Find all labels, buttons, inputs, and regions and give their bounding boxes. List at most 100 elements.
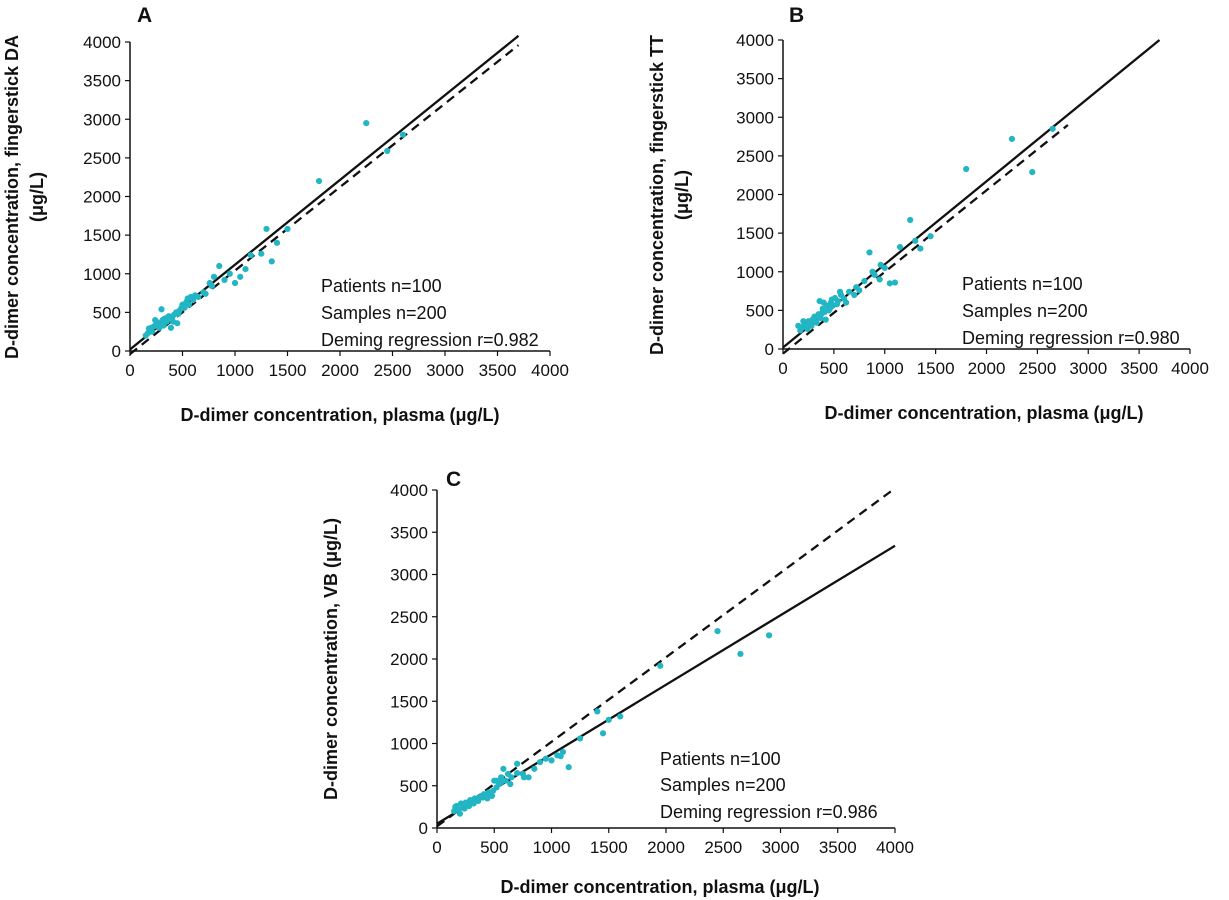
panel-a-y-tick-label: 1000 <box>83 265 121 284</box>
panel-b-xlabel: D-dimer concentration, plasma (μg/L) <box>824 403 1143 423</box>
panel-c-data-point <box>461 805 468 812</box>
panel-b-data-point <box>876 276 883 283</box>
panel-b-data-point <box>836 288 844 295</box>
panel-a-annot-regression: Deming regression r=0.982 <box>321 330 539 350</box>
panel-a-x-tick-label: 2500 <box>374 361 412 380</box>
panel-c-data-point <box>548 757 555 764</box>
panel-a-y-tick-label: 3500 <box>83 72 121 91</box>
panel-c-axes: 0 500 1000 1500 2000 2500 3000 3500 4000 0 500 1000… <box>390 481 914 857</box>
panel-b-data-point <box>886 280 893 287</box>
panel-b-annot-patients: Patients n=100 <box>962 274 1083 294</box>
panel-c-x-tick-label: 3000 <box>762 838 800 857</box>
panel-b-data-point <box>1049 125 1056 132</box>
panel-a-x-tick-label: 4000 <box>531 361 569 380</box>
panel-c-data-point <box>565 764 572 771</box>
panel-b-data-point <box>851 291 858 299</box>
panel-a-data-point <box>399 131 407 138</box>
panel-a-data-point <box>145 325 152 332</box>
panel-b: 0 500 1000 1500 2000 2500 3000 3500 4000 0 500 1000… <box>647 4 1209 423</box>
panel-b-data-point <box>800 318 807 325</box>
panel-b-y-tick-label: 1000 <box>736 263 774 282</box>
panel-a-data-point <box>184 295 191 302</box>
panel-b-y-tick-label: 1500 <box>736 224 774 243</box>
panel-a-data-point <box>237 273 244 280</box>
panel-b-data-point <box>798 325 805 332</box>
panel-a: 0 500 1000 1500 2000 2500 3000 3500 4000 0 500 1000… <box>2 4 569 425</box>
panel-c-x-tick-label: 1500 <box>590 838 628 857</box>
panel-b-x-tick-label: 2000 <box>968 359 1006 378</box>
panel-b-points <box>795 125 1056 334</box>
panel-c-points <box>451 628 773 817</box>
panel-a-x-tick-label: 0 <box>125 361 134 380</box>
panel-c-data-point <box>470 800 477 807</box>
panel-a-data-point <box>155 320 162 327</box>
panel-a-data-point <box>185 301 192 308</box>
panel-c-data-point <box>498 779 505 786</box>
panel-a-data-point <box>384 147 391 155</box>
panel-b-ylabel-line1: D-dimer concentration, fingerstick TT <box>647 35 667 355</box>
panel-b-data-point <box>869 268 876 275</box>
panel-c-x-tick-label: 2000 <box>647 838 685 857</box>
panel-a-data-point <box>284 225 291 233</box>
panel-b-x-tick-label: 0 <box>778 359 787 378</box>
panel-c-data-point <box>525 774 532 781</box>
panel-c-data-point <box>594 708 601 715</box>
panel-c-x-tick-label: 500 <box>480 838 508 857</box>
panel-b-data-point <box>842 299 850 306</box>
panel-c-data-point <box>617 713 624 720</box>
panel-b-data-point <box>833 301 841 308</box>
panel-a-data-point <box>247 252 254 259</box>
panel-b-data-point <box>822 316 829 323</box>
panel-a-y-tick-label: 1500 <box>83 226 121 245</box>
panel-b-data-point <box>812 316 819 323</box>
panel-a-y-tick-label: 500 <box>93 303 121 322</box>
panel-b-letter: B <box>789 4 804 27</box>
panel-c-annot-samples: Samples n=200 <box>660 775 786 795</box>
panel-b-ylabel-line2: (μg/L) <box>672 170 692 220</box>
panel-b-x-tick-label: 500 <box>820 359 848 378</box>
panel-a-data-point <box>258 250 265 257</box>
panel-a-xlabel: D-dimer concentration, plasma (μg/L) <box>180 405 499 425</box>
panel-a-y-tick-label: 4000 <box>83 33 121 52</box>
panel-c-data-point <box>536 758 544 766</box>
panel-b-y-tick-label: 3000 <box>736 108 774 127</box>
panel-a-data-point <box>167 324 175 331</box>
panel-c-identity-line <box>436 487 896 828</box>
panel-b-data-point <box>853 284 860 291</box>
panel-b-y-tick-label: 2500 <box>736 147 774 166</box>
panel-c-data-point <box>508 774 515 781</box>
panel-b-data-point <box>891 279 899 286</box>
panel-c-x-tick-label: 0 <box>432 838 441 857</box>
panel-c-xlabel: D-dimer concentration, plasma (μg/L) <box>500 877 819 897</box>
panel-c-y-tick-label: 1000 <box>390 735 428 754</box>
panel-b-data-point <box>818 310 825 317</box>
panel-a-data-point <box>189 296 197 304</box>
panel-b-data-point <box>907 216 914 224</box>
panel-c-y-tick-label: 3500 <box>390 523 428 542</box>
panel-c-data-point <box>737 650 744 658</box>
panel-a-data-point <box>208 283 215 290</box>
panel-b-y-tick-label: 0 <box>765 340 774 359</box>
panel-c-data-point <box>542 755 549 762</box>
panel-a-data-point <box>221 276 228 284</box>
panel-a-data-point <box>268 258 275 265</box>
panel-a-letter: A <box>137 4 152 27</box>
panel-b-data-point <box>912 237 919 244</box>
panel-b-axes: 0 500 1000 1500 2000 2500 3000 3500 4000 0 500 1000… <box>736 31 1209 378</box>
panel-a-annot-samples: Samples n=200 <box>321 303 447 323</box>
panel-b-x-tick-label: 2500 <box>1018 359 1056 378</box>
panel-c-x-tick-label: 1000 <box>533 838 571 857</box>
panel-b-data-point <box>866 249 873 256</box>
panel-a-identity-line <box>129 44 520 355</box>
panel-c-annot-patients: Patients n=100 <box>660 749 781 769</box>
panel-b-data-point <box>826 305 833 312</box>
panel-a-data-point <box>315 177 323 185</box>
panel-c-data-point <box>465 802 473 810</box>
panel-b-data-point <box>1008 135 1016 142</box>
panel-a-data-point <box>363 120 370 127</box>
panel-a-x-tick-label: 500 <box>168 361 196 380</box>
panel-c-data-point <box>484 795 491 802</box>
panel-a-y-tick-label: 0 <box>112 342 121 361</box>
panel-a-data-point <box>164 313 171 321</box>
panel-c-data-point <box>500 765 507 772</box>
